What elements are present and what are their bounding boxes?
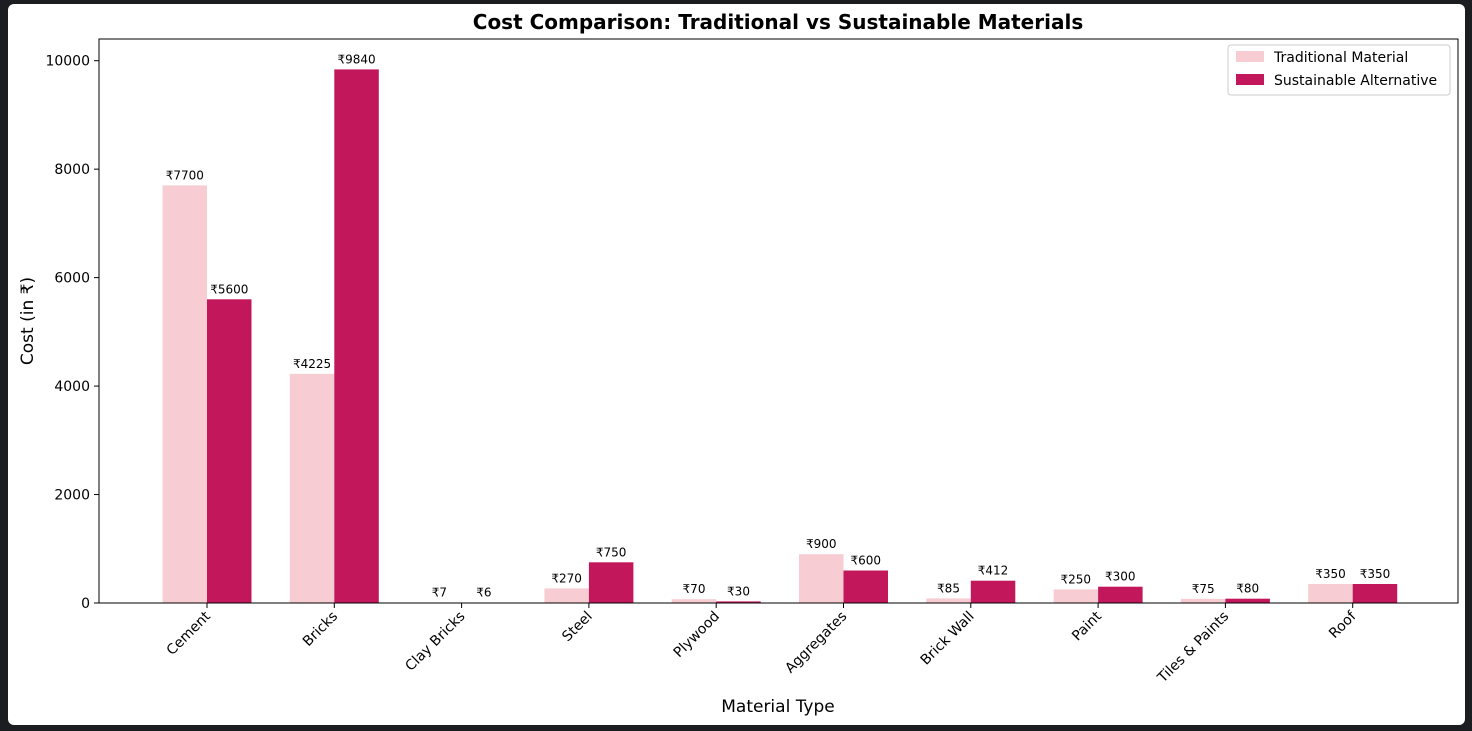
- chart-title: Cost Comparison: Traditional vs Sustaina…: [473, 10, 1083, 34]
- x-tick-label-plywood: Plywood: [671, 609, 723, 661]
- bar-sustainable-bricks: [334, 69, 379, 603]
- data-label-sustainable-brick-wall: ₹412: [978, 564, 1009, 578]
- bar-sustainable-cement: [207, 299, 252, 603]
- y-axis-label: Cost (in ₹): [18, 277, 38, 365]
- bar-traditional-plywood: [671, 599, 717, 603]
- data-label-sustainable-bricks: ₹9840: [338, 52, 376, 66]
- bar-sustainable-aggregates: [843, 570, 888, 603]
- data-label-traditional-plywood: ₹70: [683, 582, 706, 596]
- x-tick-label-aggregates: Aggregates: [782, 609, 850, 677]
- bar-traditional-cement: [162, 185, 207, 603]
- bar-traditional-brick-wall: [926, 598, 971, 603]
- y-tick-label-6000: 6000: [54, 271, 90, 287]
- data-label-traditional-bricks: ₹4225: [293, 357, 331, 371]
- y-tick-label-8000: 8000: [54, 162, 90, 178]
- y-axis: 0 2000 4000 6000 8000 10000: [45, 54, 99, 612]
- data-label-traditional-cement: ₹7700: [166, 168, 204, 182]
- bar-traditional-paint: [1053, 589, 1099, 603]
- data-label-traditional-steel: ₹270: [551, 571, 582, 585]
- x-axis: Cement Bricks Clay Bricks Steel Plywood Aggre…: [164, 603, 1360, 687]
- x-tick-label-clay-bricks: Clay Bricks: [402, 609, 468, 675]
- data-label-sustainable-aggregates: ₹600: [851, 554, 882, 568]
- bar-traditional-aggregates: [799, 554, 844, 603]
- data-label-sustainable-plywood: ₹30: [727, 584, 750, 598]
- data-label-sustainable-tiles-and-paints: ₹80: [1236, 582, 1259, 596]
- x-tick-label-brick-wall: Brick Wall: [918, 609, 978, 669]
- bar-sustainable-steel: [588, 562, 634, 603]
- data-label-traditional-tiles-and-paints: ₹75: [1192, 582, 1215, 596]
- plot-frame: [98, 38, 1459, 604]
- y-tick-label-10000: 10000: [45, 54, 90, 70]
- x-tick-label-bricks: Bricks: [300, 609, 341, 650]
- legend-label-traditional: Traditional Material: [1273, 50, 1408, 66]
- data-label-traditional-roof: ₹350: [1315, 567, 1346, 581]
- bar-labels-layer: ₹7700 ₹5600 ₹4225 ₹9840 ₹7 ₹6 ₹270 ₹750 ₹70 ₹30 ₹9…: [166, 52, 1391, 599]
- bar-traditional-steel: [544, 588, 589, 603]
- legend-box: [1227, 44, 1451, 96]
- legend-label-sustainable: Sustainable Alternative: [1274, 73, 1437, 89]
- legend-swatch-traditional: [1236, 51, 1264, 62]
- x-tick-label-cement: Cement: [164, 608, 215, 659]
- x-tick-label-paint: Paint: [1069, 608, 1105, 644]
- data-label-traditional-paint: ₹250: [1061, 572, 1092, 586]
- bar-traditional-roof: [1308, 584, 1353, 603]
- bar-sustainable-roof: [1352, 584, 1398, 603]
- data-label-traditional-brick-wall: ₹85: [937, 581, 960, 595]
- legend-swatch-sustainable: [1236, 74, 1264, 85]
- x-tick-label-roof: Roof: [1326, 608, 1360, 642]
- legend: Traditional Material Sustainable Alterna…: [1227, 44, 1451, 96]
- bar-traditional-tiles-and-paints: [1180, 598, 1226, 603]
- data-label-sustainable-cement: ₹5600: [210, 282, 248, 296]
- bar-sustainable-plywood: [716, 601, 761, 603]
- bars-layer: [162, 69, 1398, 603]
- bar-traditional-bricks: [289, 373, 335, 603]
- y-tick-label-2000: 2000: [54, 488, 90, 504]
- bar-sustainable-paint: [1098, 586, 1143, 603]
- data-label-sustainable-roof: ₹350: [1360, 567, 1391, 581]
- data-label-sustainable-steel: ₹750: [596, 545, 627, 559]
- y-tick-label-0: 0: [81, 596, 90, 612]
- data-label-traditional-aggregates: ₹900: [806, 537, 837, 551]
- x-tick-label-tiles-and-paints: Tiles & Paints: [1154, 609, 1232, 687]
- data-label-sustainable-paint: ₹300: [1105, 570, 1136, 584]
- x-axis-label: Material Type: [721, 697, 835, 717]
- y-tick-label-4000: 4000: [54, 379, 90, 395]
- bar-sustainable-brick-wall: [970, 580, 1016, 603]
- bar-sustainable-tiles-and-paints: [1225, 598, 1270, 603]
- data-label-traditional-clay-bricks: ₹7: [432, 586, 447, 600]
- x-tick-label-steel: Steel: [559, 609, 595, 645]
- data-label-sustainable-clay-bricks: ₹6: [476, 586, 491, 600]
